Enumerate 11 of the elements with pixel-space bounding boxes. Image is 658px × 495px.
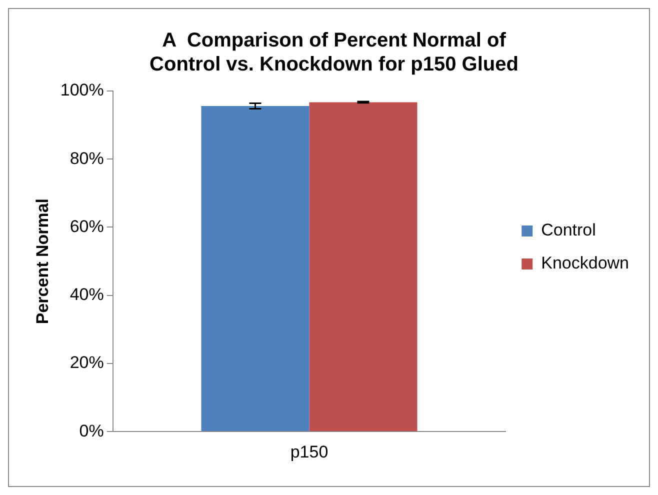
y-tick-label: 80%: [70, 148, 104, 168]
chart-title: A Comparison of Percent Normal of Control vs. Knockdown for p150 Glued: [150, 30, 518, 76]
y-axis-title: Percent Normal: [32, 198, 52, 324]
legend-label: Knockdown: [541, 254, 629, 273]
x-tick-label: p150: [290, 442, 328, 462]
y-tick-label: 40%: [70, 285, 104, 304]
y-tick-label: 20%: [70, 353, 104, 372]
y-tick-label: 60%: [70, 216, 104, 236]
legend-label: Control: [541, 220, 596, 240]
y-tick-label: 0%: [79, 421, 104, 440]
y-tick-label: 100%: [60, 80, 104, 100]
